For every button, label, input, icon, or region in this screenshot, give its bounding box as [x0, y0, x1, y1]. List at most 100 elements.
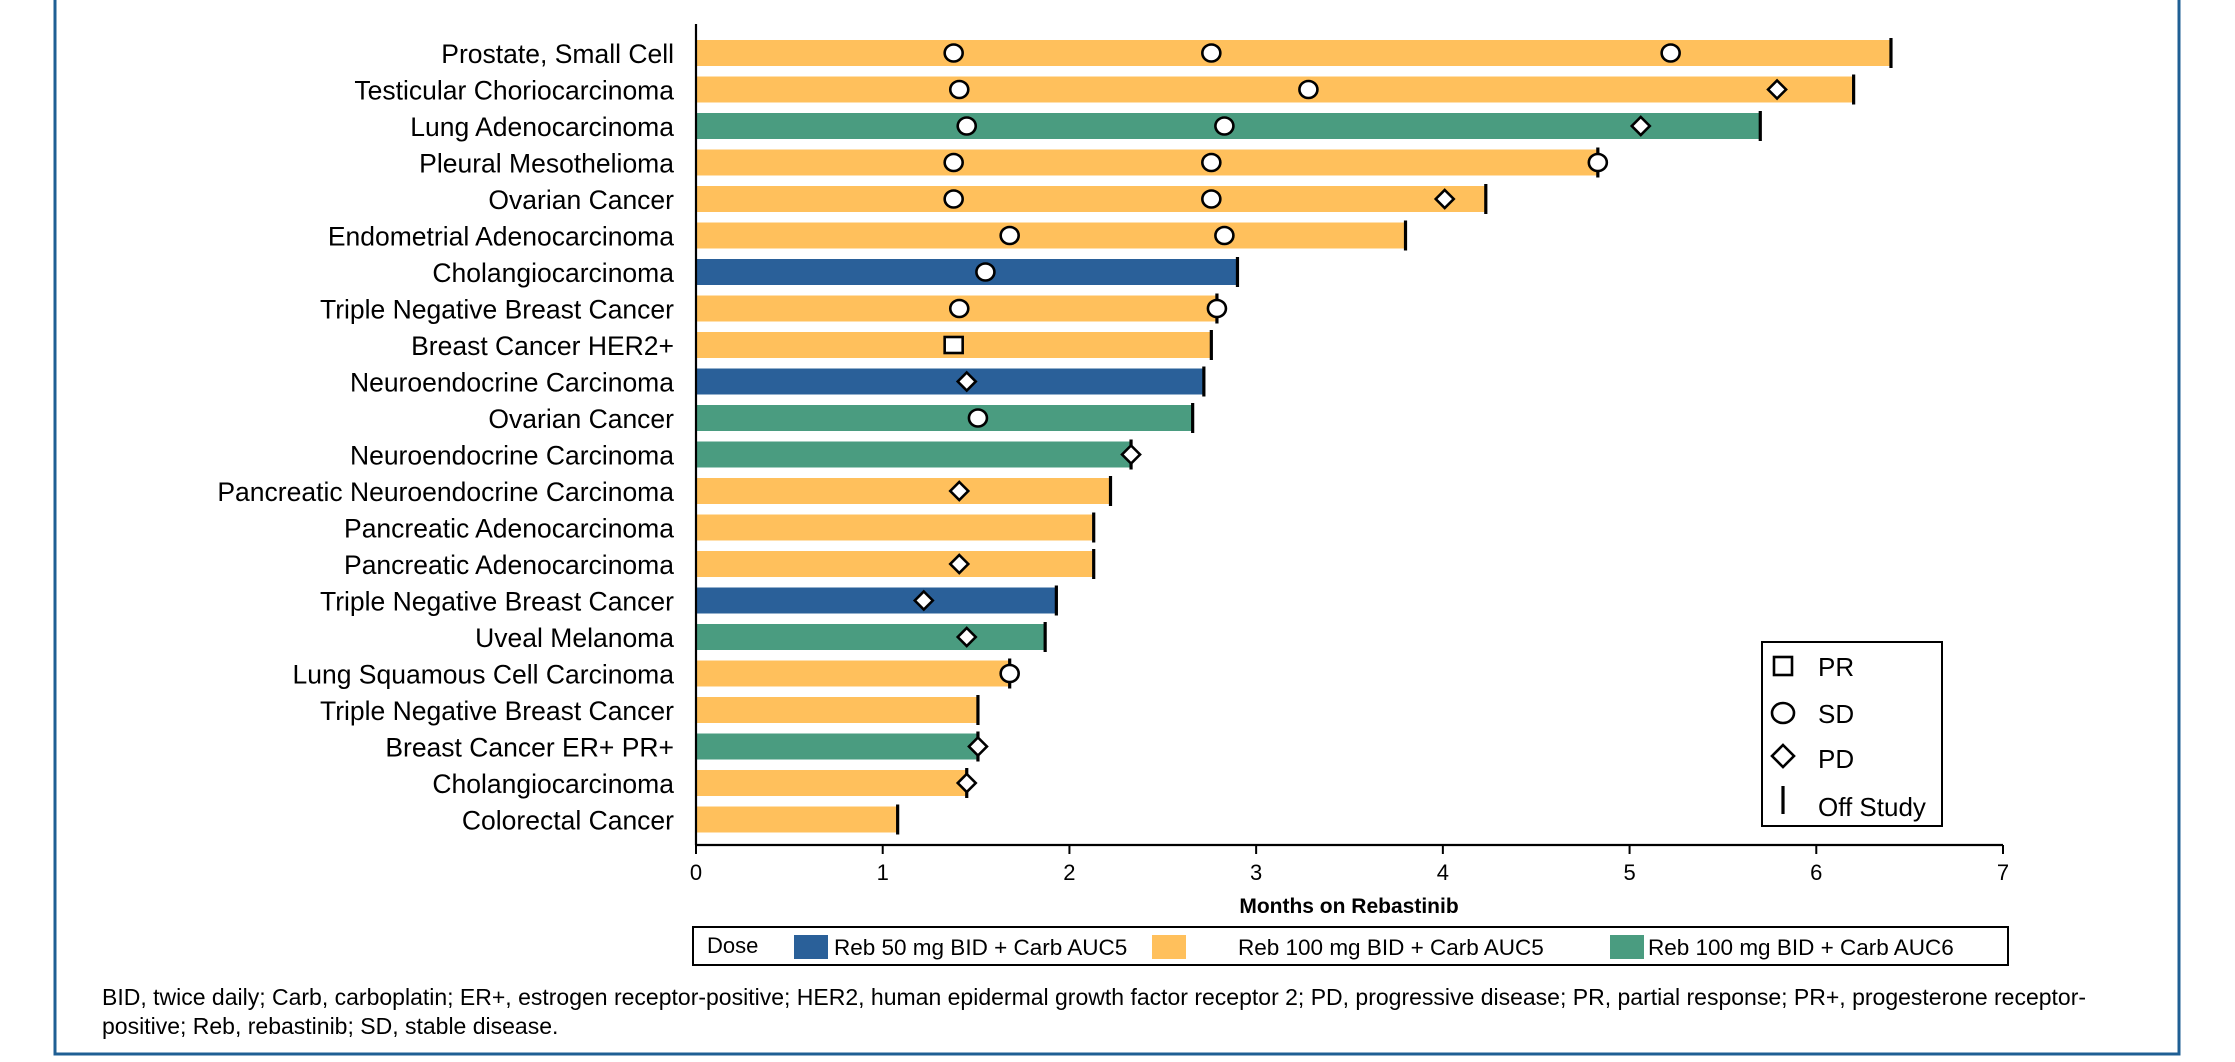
- sd-marker: [1201, 189, 1222, 209]
- sd-marker: [948, 298, 970, 319]
- duration-bar: [696, 587, 1057, 614]
- duration-bar: [696, 259, 1238, 285]
- x-tick-label: 3: [1250, 860, 1262, 885]
- pd-marker: [912, 589, 935, 612]
- duration-bar: [696, 368, 1204, 395]
- sd-marker: [1214, 225, 1235, 246]
- row-label: Cholangiocarcinoma: [432, 258, 674, 288]
- row-label: Testicular Choriocarcinoma: [354, 76, 674, 106]
- duration-bar: [696, 514, 1094, 541]
- sd-marker: [1206, 298, 1228, 319]
- swimmer-row: Uveal Melanoma: [475, 622, 1047, 653]
- duration-bar: [696, 806, 898, 833]
- sd-marker: [1298, 79, 1319, 100]
- dose-legend-label: Reb 100 mg BID + Carb AUC5: [1238, 935, 1544, 960]
- sd-marker: [999, 225, 1020, 246]
- row-label: Neuroendocrine Carcinoma: [350, 441, 674, 471]
- duration-bar: [696, 76, 1854, 103]
- sd-marker: [1201, 43, 1222, 63]
- pd-marker: [967, 735, 989, 758]
- x-tick-label: 7: [1997, 860, 2009, 885]
- pd-marker: [948, 553, 971, 575]
- x-tick-label: 5: [1623, 860, 1635, 885]
- x-axis-title: Months on Rebastinib: [1239, 895, 1458, 918]
- duration-bar: [696, 697, 978, 723]
- swimmer-row: Colorectal Cancer: [462, 804, 900, 836]
- pd-marker: [1120, 443, 1142, 466]
- pd-marker: [1766, 78, 1788, 101]
- swimmer-row: Endometrial Adenocarcinoma: [328, 220, 1408, 252]
- duration-bar: [696, 149, 1598, 176]
- dose-legend-label: Reb 50 mg BID + Carb AUC5: [834, 935, 1127, 960]
- row-label: Triple Negative Breast Cancer: [320, 696, 674, 726]
- footnote: BID, twice daily; Carb, carboplatin; ER+…: [102, 984, 2087, 1039]
- x-tick-label: 2: [1063, 860, 1075, 885]
- pd-marker: [955, 626, 978, 648]
- pd-marker: [955, 772, 978, 794]
- response-legend-label: PR: [1818, 652, 1854, 682]
- duration-bar: [696, 478, 1111, 504]
- sd-marker: [943, 152, 964, 173]
- sd-marker: [1660, 43, 1681, 63]
- duration-bar: [696, 770, 967, 796]
- sd-marker: [943, 189, 964, 209]
- row-label: Neuroendocrine Carcinoma: [350, 368, 674, 398]
- row-label: Triple Negative Breast Cancer: [320, 295, 674, 325]
- duration-bar: [696, 551, 1094, 577]
- duration-bar: [696, 660, 1010, 687]
- swimmer-row: Pancreatic Adenocarcinoma: [344, 512, 1096, 544]
- sd-marker: [948, 79, 970, 100]
- swimmer-row: Pleural Mesothelioma: [419, 147, 1609, 179]
- swimmer-plot: Prostate, Small Cell Testicular Choriocar…: [53, 0, 2181, 1056]
- pd-icon: [1770, 743, 1796, 769]
- duration-bar: [696, 222, 1406, 249]
- swimmer-row: Testicular Choriocarcinoma: [354, 74, 1856, 106]
- swimmer-row: Neuroendocrine Carcinoma: [350, 366, 1206, 398]
- swimmer-row: Pancreatic Adenocarcinoma: [344, 549, 1096, 580]
- row-label: Pancreatic Adenocarcinoma: [344, 550, 674, 580]
- swimmer-row: Triple Negative Breast Cancer: [320, 293, 1228, 325]
- sd-marker: [1201, 152, 1222, 173]
- dose-swatch: [1152, 935, 1186, 959]
- row-label: Prostate, Small Cell: [441, 39, 674, 69]
- duration-bar: [696, 40, 1891, 66]
- response-legend: PR SD PD Off Study: [1761, 641, 1943, 827]
- pr-icon: [1772, 655, 1794, 677]
- swimmer-row: Neuroendocrine Carcinoma: [350, 439, 1142, 471]
- dose-legend-box: [692, 926, 2009, 966]
- row-label: Pancreatic Neuroendocrine Carcinoma: [217, 477, 674, 507]
- row-label: Pancreatic Adenocarcinoma: [344, 514, 674, 544]
- response-legend-label: Off Study: [1818, 792, 1926, 822]
- pd-marker: [1629, 115, 1652, 137]
- dose-legend-title: Dose: [707, 933, 758, 958]
- x-tick-label: 6: [1810, 860, 1822, 885]
- response-legend-label: PD: [1818, 744, 1854, 774]
- response-legend-label: SD: [1818, 699, 1854, 729]
- x-tick-label: 0: [690, 860, 702, 885]
- row-label: Breast Cancer ER+ PR+: [385, 733, 674, 763]
- swimmer-row: Lung Squamous Cell Carcinoma: [292, 658, 1020, 690]
- row-label: Cholangiocarcinoma: [432, 769, 674, 799]
- swimmer-row: Lung Adenocarcinoma: [410, 111, 1762, 142]
- row-label: Ovarian Cancer: [488, 185, 674, 215]
- sd-icon: [1770, 701, 1796, 725]
- swimmer-row: Triple Negative Breast Cancer: [320, 585, 1058, 617]
- swimmer-row: Cholangiocarcinoma: [432, 257, 1240, 288]
- sd-marker: [943, 43, 964, 63]
- swimmer-row: Ovarian Cancer: [488, 403, 1195, 434]
- swimmer-row: Pancreatic Neuroendocrine Carcinoma: [217, 476, 1113, 507]
- pd-marker: [955, 370, 978, 393]
- row-label: Pleural Mesothelioma: [419, 149, 674, 179]
- pr-marker: [943, 335, 964, 355]
- row-label: Breast Cancer HER2+: [411, 331, 674, 361]
- dose-swatch: [1610, 935, 1644, 959]
- dose-legend: Dose Reb 50 mg BID + Carb AUC5 Reb 100 mg …: [692, 926, 2009, 966]
- row-label: Endometrial Adenocarcinoma: [328, 222, 674, 252]
- row-label: Triple Negative Breast Cancer: [320, 587, 674, 617]
- figure-border: [53, 0, 2181, 1056]
- duration-bar: [696, 186, 1486, 212]
- duration-bar: [696, 733, 978, 760]
- sd-marker: [975, 262, 996, 282]
- swimmer-row: Prostate, Small Cell: [441, 38, 1893, 69]
